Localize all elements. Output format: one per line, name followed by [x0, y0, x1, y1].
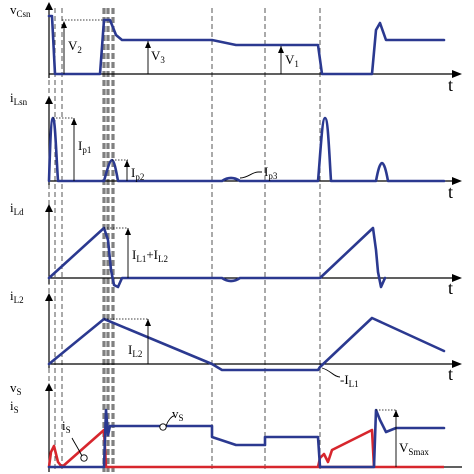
il2-ylabel: iL2: [10, 288, 24, 305]
is-ylabel: iS: [10, 398, 19, 415]
il2-label: IL2: [128, 342, 142, 359]
ip3-label: Ip3: [264, 164, 278, 181]
il2-waveform: [47, 316, 446, 372]
ilsn-waveform: [47, 116, 446, 183]
panel-il2: t iL2 IL2 -IL1: [10, 288, 462, 389]
v1-label: V1: [285, 52, 299, 69]
vsmax-label: VSmax: [399, 440, 429, 457]
vs-annotation: vS: [172, 406, 184, 423]
vcsn-y-arrow: [45, 2, 53, 10]
panel-vs-is: vS iS iS vS VSmax: [10, 380, 462, 472]
vcsn-ylabel: vCsn: [10, 2, 31, 19]
vcsn-t-label: t: [448, 75, 453, 95]
ild-ylabel: iLd: [10, 200, 24, 217]
ip3-leader: [239, 171, 262, 179]
ilsn-t-label: t: [448, 182, 453, 202]
ild-t-label: t: [448, 278, 453, 298]
minus-il1-label: -IL1: [340, 372, 359, 389]
ip1-label: Ip1: [78, 138, 91, 155]
is-annotation: iS: [62, 418, 71, 435]
panel-ilsn: t iLsn Ip1 Ip2 Ip3: [10, 90, 462, 202]
vs-ylabel: vS: [10, 380, 22, 397]
v3-label: V3: [151, 48, 165, 65]
il2-t-label: t: [448, 364, 453, 384]
minus-il1-leader: [321, 367, 341, 378]
ip2-label: Ip2: [131, 165, 144, 182]
time-guides: [48, 8, 321, 472]
ild-waveform: [47, 226, 387, 289]
il1-il2-label: IL1+IL2: [132, 247, 168, 264]
ilsn-ylabel: iLsn: [10, 90, 28, 107]
vcsn-waveform: [47, 14, 446, 76]
vcsn-t-arrow: [452, 70, 462, 78]
vs-waveform: [47, 408, 446, 469]
panel-vcsn: t vCsn V2 V3 V1: [10, 2, 462, 95]
panel-ild: t iLd IL1+IL2: [10, 200, 462, 298]
v2-label: V2: [68, 38, 82, 55]
